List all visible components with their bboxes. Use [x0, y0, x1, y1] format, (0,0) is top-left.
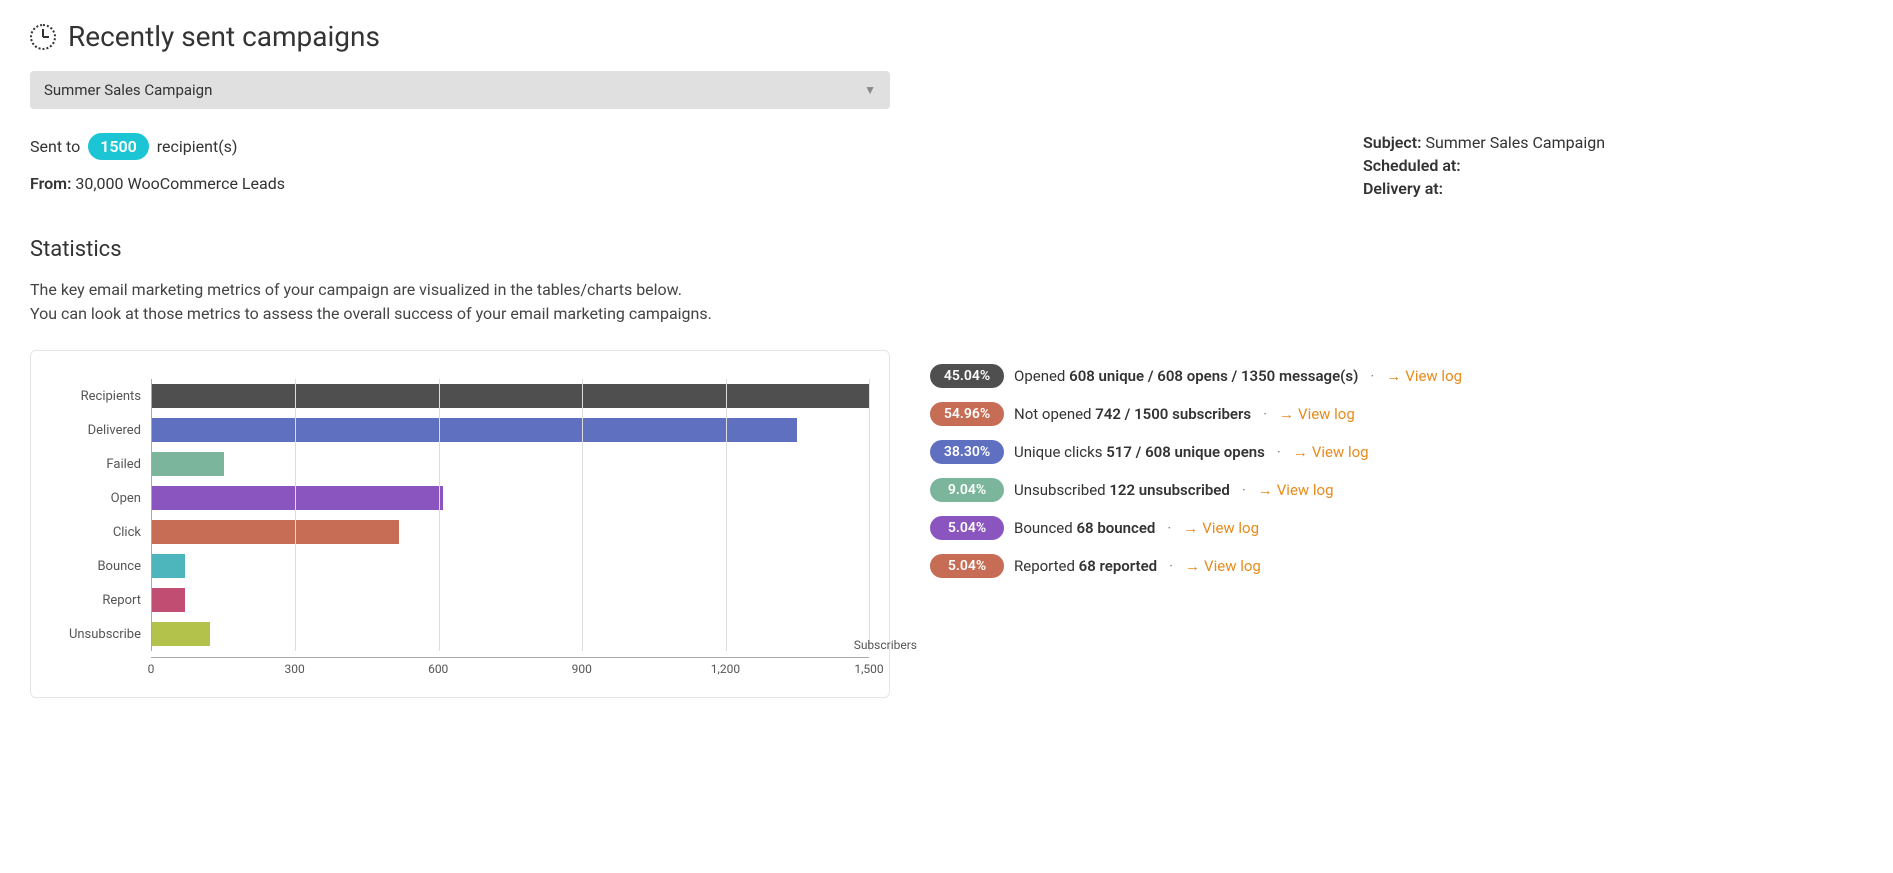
page-header: Recently sent campaigns: [30, 20, 1863, 53]
scheduled-label: Scheduled at:: [1363, 156, 1461, 175]
metric-row: 9.04% Unsubscribed 122 unsubscribed · →View…: [930, 478, 1462, 502]
sent-suffix: recipient(s): [157, 137, 238, 156]
chart-bar-track: [151, 413, 869, 447]
delivery-label: Delivery at:: [1363, 179, 1443, 198]
arrow-right-icon: →: [1293, 443, 1308, 461]
x-axis-title: Subscribers: [854, 638, 917, 652]
chart-area: Recipients Delivered Failed Open Click Bounce…: [51, 379, 869, 651]
x-tick: 1,500: [854, 662, 883, 676]
chart-bar-track: [151, 617, 869, 651]
view-log-link[interactable]: →View log: [1279, 405, 1355, 423]
percentage-badge: 5.04%: [930, 554, 1004, 578]
chart-bar: [152, 486, 443, 510]
metric-text: Reported 68 reported: [1014, 557, 1157, 575]
arrow-right-icon: →: [1258, 481, 1273, 499]
chart-bar: [152, 418, 797, 442]
chart-bar: [152, 622, 210, 646]
from-line: From: 30,000 WooCommerce Leads: [30, 174, 930, 193]
chart-bar-label: Open: [51, 491, 151, 506]
percentage-badge: 9.04%: [930, 478, 1004, 502]
chart-bar-label: Recipients: [51, 389, 151, 404]
subject-value: Summer Sales Campaign: [1425, 133, 1605, 152]
view-log-link[interactable]: →View log: [1258, 481, 1334, 499]
view-log-link[interactable]: →View log: [1386, 367, 1462, 385]
metric-row: 5.04% Reported 68 reported · →View log: [930, 554, 1462, 578]
view-log-link[interactable]: →View log: [1183, 519, 1259, 537]
subject-label: Subject:: [1363, 133, 1421, 152]
metric-row: 38.30% Unique clicks 517 / 608 unique ope…: [930, 440, 1462, 464]
metric-text: Bounced 68 bounced: [1014, 519, 1155, 537]
scheduled-line: Scheduled at:: [1363, 156, 1863, 175]
chart-bar: [152, 384, 869, 408]
campaign-select[interactable]: Summer Sales Campaign ▼: [30, 71, 890, 109]
x-tick: 0: [148, 662, 155, 676]
separator-dot: ·: [1242, 481, 1246, 499]
metric-row: 54.96% Not opened 742 / 1500 subscribers ·…: [930, 402, 1462, 426]
arrow-right-icon: →: [1185, 557, 1200, 575]
metric-row: 5.04% Bounced 68 bounced · →View log: [930, 516, 1462, 540]
view-log-link[interactable]: →View log: [1293, 443, 1369, 461]
x-axis: Subscribers 03006009001,2001,500: [151, 657, 869, 677]
metric-text: Unique clicks 517 / 608 unique opens: [1014, 443, 1265, 461]
x-tick: 300: [284, 662, 304, 676]
metric-text: Opened 608 unique / 608 opens / 1350 mes…: [1014, 367, 1358, 385]
chart-bar-label: Bounce: [51, 559, 151, 574]
x-tick: 600: [428, 662, 448, 676]
percentage-badge: 38.30%: [930, 440, 1004, 464]
chart-bar: [152, 554, 185, 578]
metric-row: 45.04% Opened 608 unique / 608 opens / 13…: [930, 364, 1462, 388]
chart-bar-track: [151, 447, 869, 481]
separator-dot: ·: [1169, 557, 1173, 575]
chart-bar-label: Report: [51, 593, 151, 608]
chart-bar-track: [151, 549, 869, 583]
separator-dot: ·: [1370, 367, 1374, 385]
chart-card: Recipients Delivered Failed Open Click Bounce…: [30, 350, 890, 698]
chart-bar-track: [151, 583, 869, 617]
stats-desc-1: The key email marketing metrics of your …: [30, 280, 682, 299]
chevron-down-icon: ▼: [864, 83, 876, 97]
sent-prefix: Sent to: [30, 137, 84, 156]
statistics-description: The key email marketing metrics of your …: [30, 278, 1863, 326]
chart-bar-label: Delivered: [51, 423, 151, 438]
arrow-right-icon: →: [1183, 519, 1198, 537]
metric-text: Not opened 742 / 1500 subscribers: [1014, 405, 1251, 423]
clock-icon: [30, 24, 56, 50]
subject-line: Subject: Summer Sales Campaign: [1363, 133, 1863, 152]
chart-bar-label: Failed: [51, 457, 151, 472]
delivery-line: Delivery at:: [1363, 179, 1863, 198]
chart-bar-label: Unsubscribe: [51, 627, 151, 642]
view-log-link[interactable]: →View log: [1185, 557, 1261, 575]
from-label: From:: [30, 174, 71, 193]
chart-bar-track: [151, 515, 869, 549]
arrow-right-icon: →: [1386, 367, 1401, 385]
chart-bar-track: [151, 481, 869, 515]
page-title: Recently sent campaigns: [68, 20, 380, 53]
percentage-badge: 5.04%: [930, 516, 1004, 540]
arrow-right-icon: →: [1279, 405, 1294, 423]
chart-bar-track: [151, 379, 869, 413]
statistics-heading: Statistics: [30, 237, 1863, 262]
chart-bar: [152, 588, 185, 612]
chart-bar-label: Click: [51, 525, 151, 540]
percentage-badge: 45.04%: [930, 364, 1004, 388]
chart-bar: [152, 452, 224, 476]
stats-desc-2: You can look at those metrics to assess …: [30, 304, 712, 323]
from-value: 30,000 WooCommerce Leads: [75, 174, 285, 193]
metrics-list: 45.04% Opened 608 unique / 608 opens / 13…: [930, 350, 1462, 578]
summary-block: Sent to 1500 recipient(s) From: 30,000 W…: [30, 133, 1863, 207]
separator-dot: ·: [1277, 443, 1281, 461]
x-tick: 900: [572, 662, 592, 676]
campaign-select-value: Summer Sales Campaign: [44, 81, 212, 99]
metric-text: Unsubscribed 122 unsubscribed: [1014, 481, 1230, 499]
percentage-badge: 54.96%: [930, 402, 1004, 426]
sent-to-line: Sent to 1500 recipient(s): [30, 133, 930, 160]
separator-dot: ·: [1263, 405, 1267, 423]
chart-bar: [152, 520, 399, 544]
separator-dot: ·: [1167, 519, 1171, 537]
x-tick: 1,200: [711, 662, 740, 676]
recipient-badge: 1500: [88, 133, 149, 160]
